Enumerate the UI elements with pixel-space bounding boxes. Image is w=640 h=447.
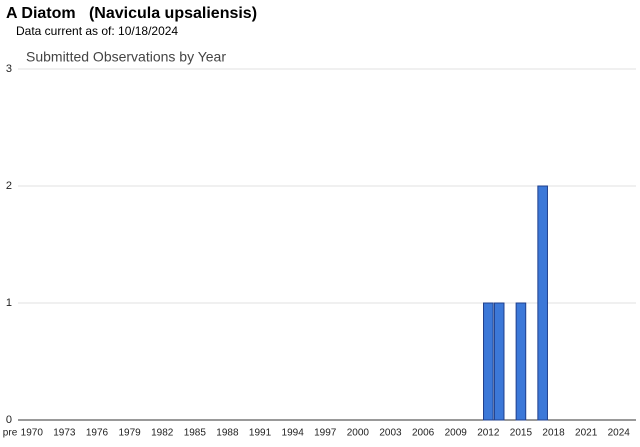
x-tick-label: 2006 — [412, 428, 435, 439]
x-tick-label: 2000 — [347, 428, 370, 439]
x-tick-label: 1979 — [118, 428, 141, 439]
subtitle: Data current as of: 10/18/2024 — [16, 24, 178, 38]
chart-title: Submitted Observations by Year — [26, 49, 226, 65]
x-tick-label: 1988 — [216, 428, 239, 439]
x-tick-label: 2009 — [445, 428, 468, 439]
y-tick-label: 3 — [6, 63, 12, 75]
x-tick-label: 2024 — [608, 428, 631, 439]
x-tick-label: 1997 — [314, 428, 337, 439]
x-tick-label: 2012 — [477, 428, 500, 439]
x-tick-label: 2021 — [575, 428, 598, 439]
x-tick-label: 1976 — [86, 428, 109, 439]
page-title: A Diatom (Navicula upsaliensis) — [6, 5, 257, 22]
x-tick-label: 1991 — [249, 428, 272, 439]
bar — [537, 185, 548, 421]
x-tick-label: pre — [3, 428, 18, 439]
y-tick-label: 2 — [6, 180, 12, 192]
x-tick-label: 2018 — [542, 428, 565, 439]
x-tick-label: 1982 — [151, 428, 174, 439]
bar — [515, 302, 527, 421]
x-tick-label: 2003 — [379, 428, 402, 439]
y-tick-label: 1 — [6, 297, 12, 309]
x-tick-label: 2015 — [510, 428, 533, 439]
x-tick-label: 1973 — [53, 428, 76, 439]
x-tick-label: 1994 — [282, 428, 305, 439]
x-tick-label: 1985 — [184, 428, 207, 439]
x-tick-label: 1970 — [21, 428, 44, 439]
bar — [483, 302, 494, 421]
y-tick-label: 0 — [6, 414, 12, 426]
bar — [493, 302, 505, 421]
